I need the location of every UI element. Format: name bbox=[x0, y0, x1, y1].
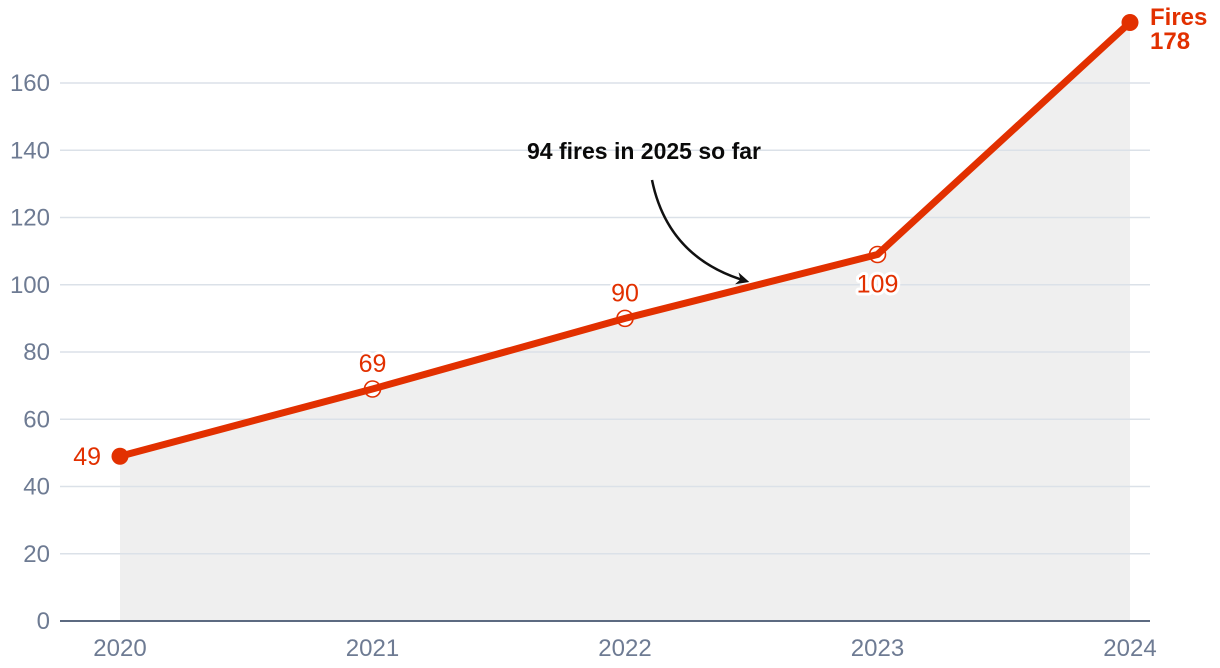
x-tick-label: 2023 bbox=[851, 635, 904, 662]
value-label-2022: 90 bbox=[611, 279, 639, 307]
y-tick-label: 80 bbox=[23, 339, 50, 366]
y-tick-label: 120 bbox=[10, 205, 50, 232]
annotation-arrow bbox=[650, 179, 750, 285]
x-tick-label: 2020 bbox=[93, 635, 146, 662]
y-tick-label: 0 bbox=[37, 608, 50, 635]
x-tick-label: 2021 bbox=[346, 635, 399, 662]
data-point-filled-2020 bbox=[111, 447, 129, 465]
y-tick-label: 160 bbox=[10, 70, 50, 97]
series-end-label: Fires 178 bbox=[1150, 6, 1207, 54]
y-tick-label: 40 bbox=[23, 474, 50, 501]
series-name-label: Fires bbox=[1150, 4, 1208, 31]
series-end-value: 178 bbox=[1150, 28, 1191, 55]
annotation-label: 94 fires in 2025 so far bbox=[527, 138, 761, 164]
y-tick-label: 140 bbox=[10, 137, 50, 164]
y-tick-label: 20 bbox=[23, 541, 50, 568]
x-tick-label: 2024 bbox=[1103, 635, 1156, 662]
value-label-2023: 109 bbox=[857, 270, 899, 298]
value-label-2021: 69 bbox=[359, 350, 387, 378]
y-tick-label: 60 bbox=[23, 406, 50, 433]
data-point-filled-2024 bbox=[1121, 13, 1139, 31]
x-tick-label: 2022 bbox=[598, 635, 651, 662]
y-tick-label: 100 bbox=[10, 272, 50, 299]
fires-line bbox=[116, 18, 1134, 460]
value-label-2020: 49 bbox=[73, 443, 101, 471]
generated-chart-layer: 0 20 40 60 80 100 120 140 160 2020 2021 2022 2023 202… bbox=[10, 13, 1157, 662]
